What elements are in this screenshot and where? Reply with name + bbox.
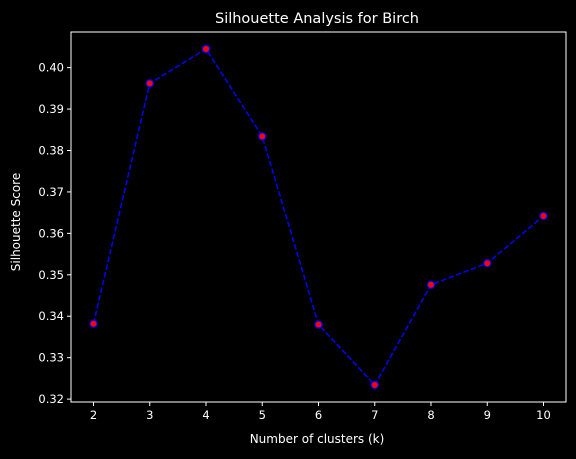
data-point: [314, 320, 323, 329]
y-tick-label: 0.37: [38, 185, 64, 199]
x-tick-label: 5: [259, 408, 266, 422]
x-axis-label: Number of clusters (k): [250, 432, 385, 446]
y-tick-label: 0.40: [38, 61, 64, 75]
data-point: [145, 79, 154, 88]
data-point: [258, 132, 267, 141]
plot-frame: [70, 31, 567, 403]
x-tick-label: 4: [202, 408, 209, 422]
y-axis-label: Silhouette Score: [9, 173, 23, 271]
x-tick-label: 3: [146, 408, 153, 422]
x-tick-label: 2: [90, 408, 97, 422]
data-point: [539, 211, 548, 221]
y-axis: 0.32 0.33 0.34 0.35 0.36 0.37 0.38 0.39 0.40: [38, 61, 71, 406]
data-point: [370, 380, 379, 390]
data-point: [426, 280, 436, 289]
y-tick-label: 0.36: [38, 226, 64, 240]
x-tick-label: 8: [427, 408, 434, 422]
series-line: [92, 47, 544, 387]
y-tick-label: 0.38: [38, 143, 64, 157]
y-tick-label: 0.35: [38, 268, 64, 282]
x-tick-label: 9: [484, 408, 491, 422]
y-tick-label: 0.32: [38, 392, 64, 406]
data-point: [483, 258, 492, 268]
plot-area: [70, 31, 567, 403]
x-tick-label: 6: [315, 408, 322, 422]
x-axis: 2 3 4 5 6 7 8 9 10: [90, 402, 551, 422]
y-tick-label: 0.39: [38, 102, 64, 116]
x-tick-label: 10: [536, 408, 551, 422]
data-point: [89, 319, 98, 328]
chart-title: Silhouette Analysis for Birch: [215, 11, 419, 27]
x-tick-label: 7: [371, 408, 378, 422]
y-tick-label: 0.34: [38, 309, 64, 323]
y-tick-label: 0.33: [38, 351, 64, 365]
data-point: [201, 44, 211, 54]
